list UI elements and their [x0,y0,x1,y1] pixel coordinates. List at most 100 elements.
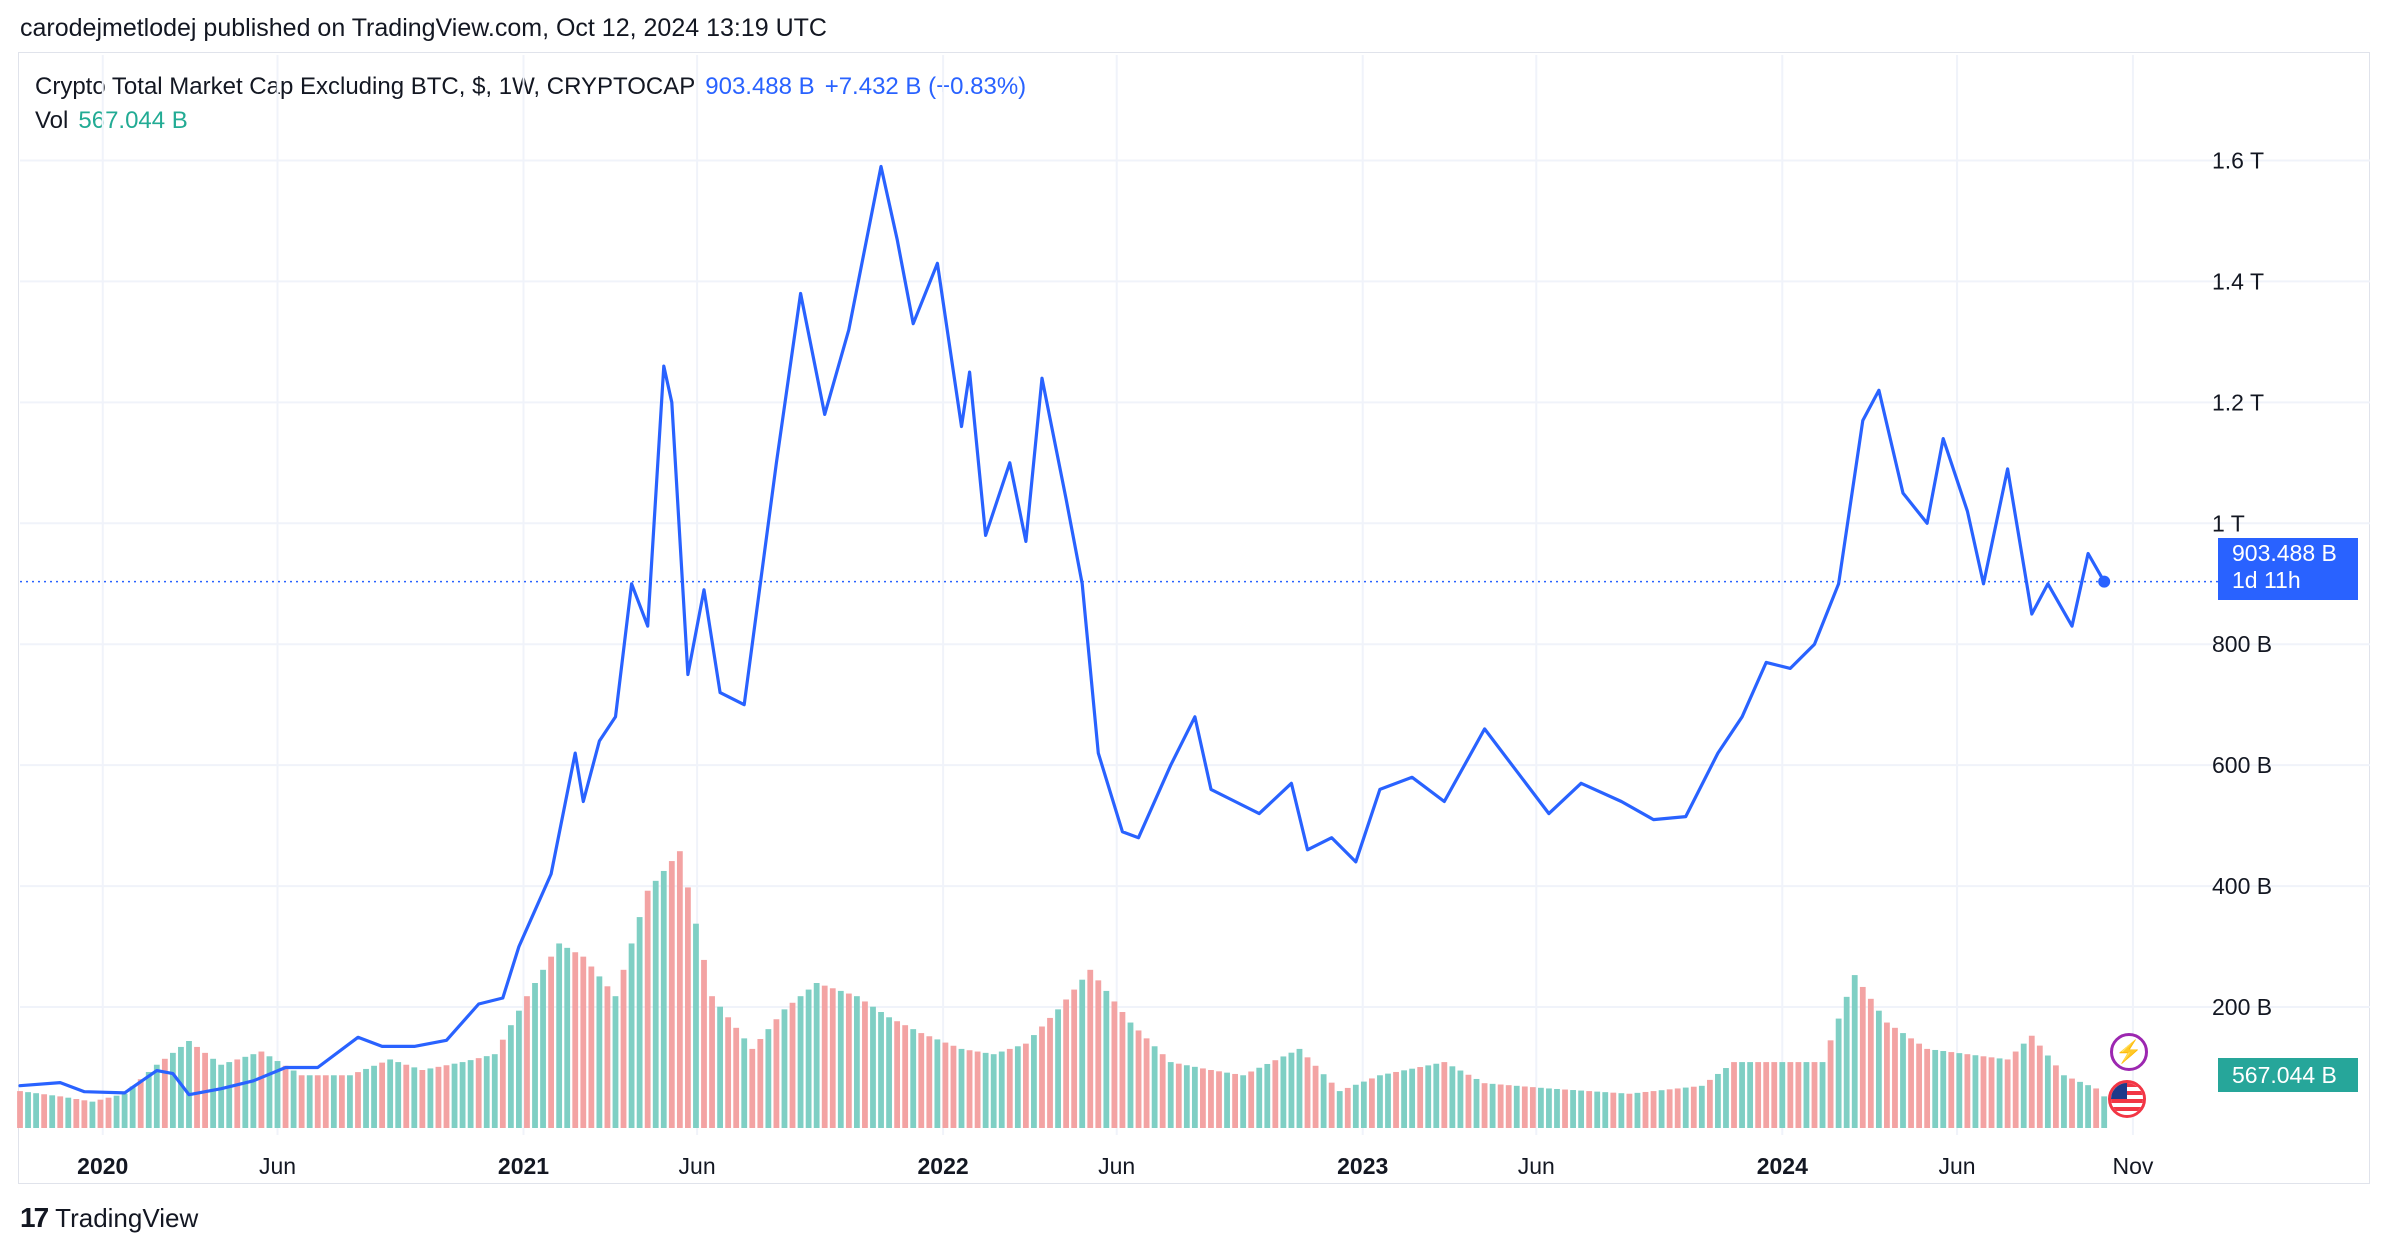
volume-bar [1039,1026,1045,1128]
price-line[interactable] [18,164,2106,1097]
volume-bar [974,1051,981,1128]
volume-bar [870,1006,876,1128]
volume-bar [1232,1073,1238,1128]
volume-bar [596,976,603,1128]
x-tick-label: 2024 [1757,1153,1808,1179]
volume-bar [1031,1035,1037,1128]
volume-bar [1441,1062,1448,1128]
volume-bar [459,1062,466,1128]
volume-bar [1433,1063,1440,1128]
tradingview-brand[interactable]: 17 TradingView [20,1202,198,1234]
volume-bar [33,1093,39,1128]
volume-bar [1449,1066,1456,1128]
volume-bar [1071,989,1078,1128]
volume-bar [588,966,595,1128]
volume-bar [435,1066,442,1128]
volume-bar [1401,1070,1407,1128]
last-price-dot [2098,575,2111,588]
volume-bar [837,990,844,1128]
volume-bar [226,1062,233,1128]
x-tick-label: 2020 [77,1153,128,1179]
volume-bar [1200,1068,1206,1128]
volume-bar [250,1054,257,1128]
volume-bar [234,1059,241,1128]
volume-bar [2061,1075,2067,1128]
volume-bar [355,1072,361,1128]
volume-bar [781,1009,788,1128]
volume-bar [1457,1070,1464,1128]
volume-bar [1183,1065,1190,1128]
volume-bar [1892,1027,1898,1128]
brand-name: TradingView [55,1202,199,1233]
volume-bar [1167,1062,1174,1128]
volume-bar [194,1046,200,1128]
volume-bar [1336,1091,1343,1128]
us-flag-icon[interactable] [2108,1080,2146,1118]
volume-bar [813,983,820,1128]
volume-bar [1546,1088,1552,1128]
volume-bar [548,956,555,1128]
volume-bar [1900,1033,1906,1128]
volume-bar [1087,969,1094,1128]
volume-bar [1578,1090,1585,1128]
price-axis-tag: 903.488 B 1d 11h [2218,538,2358,600]
volume-bar [1642,1091,1649,1128]
volume-bar [516,1010,522,1128]
volume-bar [1393,1071,1399,1128]
volume-bar [483,1056,490,1128]
legend-vol-label[interactable]: Vol [35,107,69,134]
volume-bar [419,1070,426,1128]
volume-bar [789,1002,796,1128]
volume-bar [1497,1084,1504,1128]
chart-frame[interactable] [18,52,2370,1184]
volume-bar [1650,1091,1657,1128]
volume-bar [540,969,546,1128]
volume-bar [1344,1087,1351,1128]
volume-bar [73,1099,80,1128]
volume-bar [580,956,587,1128]
volume-bar [1843,996,1850,1128]
volume-bar [886,1017,892,1128]
volume-bar [1908,1038,1914,1128]
volume-bar [1586,1091,1593,1128]
volume-bar [1409,1068,1416,1128]
volume-bar [1875,1010,1882,1128]
volume-bar [322,1075,329,1128]
volume-bar [676,851,683,1128]
volume-bar [1175,1063,1182,1128]
volume-bar [1377,1075,1383,1128]
volume-bar [1562,1089,1568,1128]
y-tick-label: 400 B [2212,873,2272,899]
tradingview-logo-icon: 17 [20,1202,49,1233]
volume-bar [918,1033,925,1128]
volume-bar [564,947,571,1128]
volume-bar [266,1056,273,1128]
volume-bar [1127,1022,1134,1128]
volume-bar [306,1075,313,1128]
volume-bar [218,1064,225,1128]
volume-bar [1352,1084,1359,1128]
volume-bar [894,1021,901,1128]
volume-bar [338,1075,345,1128]
volume-bar [1948,1052,1955,1128]
volume-bar [1417,1067,1424,1128]
volume-bar [161,1058,168,1128]
volume-bar [347,1075,353,1128]
volume-bar [1755,1062,1762,1128]
volume-bar [1111,1001,1118,1128]
volume-bar [1369,1078,1375,1128]
volume-bar [1795,1062,1802,1128]
volume-bar [1288,1052,1295,1128]
volume-bar [178,1046,184,1128]
volume-bar [121,1093,128,1128]
legend-symbol[interactable]: Crypto Total Market Cap Excluding BTC, $… [35,73,696,100]
x-tick-label: Jun [259,1153,296,1179]
volume-bar [668,861,675,1128]
volume-bar [2044,1055,2051,1128]
volume-bar [950,1045,957,1128]
volume-bar [169,1052,176,1128]
volume-bar [1055,1009,1061,1128]
x-tick-label: Jun [679,1153,716,1179]
lightning-icon[interactable]: ⚡ [2110,1033,2148,1071]
